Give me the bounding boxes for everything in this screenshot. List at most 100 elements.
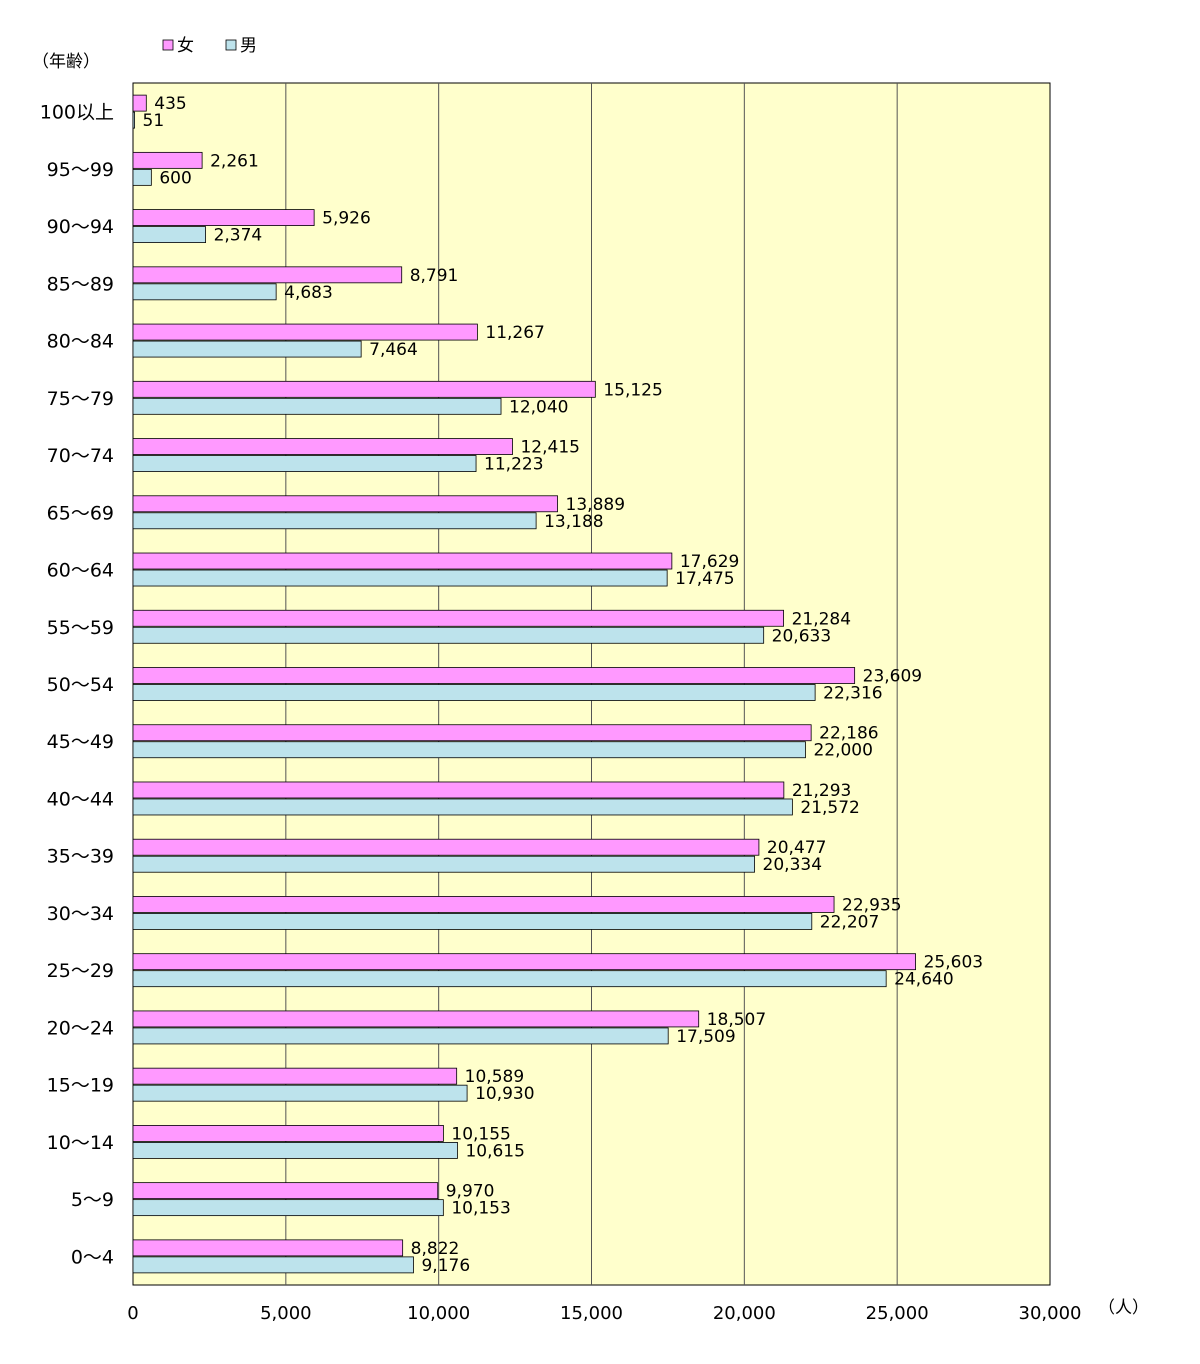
bar-female (132, 380, 596, 398)
bar-male (132, 111, 135, 129)
bar-female (132, 1182, 439, 1200)
value-label-male: 13,188 (544, 512, 603, 532)
bar-female (132, 609, 784, 627)
value-label-female: 20,477 (767, 838, 826, 858)
value-label-male: 600 (159, 168, 191, 188)
value-label-female: 10,155 (451, 1124, 510, 1144)
bar-female (132, 953, 916, 971)
legend-label-male: 男 (240, 36, 257, 56)
category-label: 65～69 (47, 502, 114, 524)
category-label: 85～89 (47, 273, 114, 295)
value-label-male: 17,475 (675, 569, 734, 589)
x-tick-label: 5,000 (260, 1303, 312, 1324)
value-label-male: 9,176 (421, 1256, 470, 1276)
value-label-male: 22,000 (813, 741, 872, 761)
value-label-male: 10,153 (451, 1199, 510, 1219)
category-label: 100以上 (40, 102, 114, 124)
bar-male (132, 340, 362, 358)
x-tick-label: 0 (127, 1303, 138, 1324)
value-label-male: 11,223 (484, 455, 543, 475)
bar-female (132, 94, 147, 112)
value-label-female: 23,609 (863, 667, 922, 687)
value-label-female: 13,889 (566, 495, 625, 515)
x-tick-label: 20,000 (713, 1303, 776, 1324)
bar-female (132, 552, 673, 570)
value-label-female: 17,629 (680, 552, 739, 572)
bar-female (132, 266, 403, 284)
value-label-male: 4,683 (284, 283, 333, 303)
bar-male (132, 913, 813, 930)
bar-male (132, 397, 502, 415)
category-label: 80～84 (47, 331, 114, 353)
bar-male (132, 798, 793, 816)
bar-female (132, 724, 812, 742)
legend-swatch-female (162, 39, 174, 51)
bars (132, 94, 916, 1274)
bar-female (132, 781, 785, 799)
bar-male (132, 1084, 468, 1102)
value-label-male: 24,640 (894, 970, 953, 990)
value-label-female: 18,507 (707, 1010, 766, 1030)
bar-female (132, 495, 558, 513)
x-axis-unit: （人） (1098, 1298, 1149, 1318)
bar-female (132, 323, 478, 341)
category-label: 25～29 (47, 960, 114, 982)
value-label-female: 10,589 (465, 1067, 524, 1087)
bar-female (132, 1239, 404, 1257)
value-label-female: 8,822 (411, 1239, 460, 1259)
value-label-female: 2,261 (210, 151, 259, 171)
value-label-male: 2,374 (214, 226, 263, 246)
x-tick-label: 25,000 (866, 1303, 929, 1324)
legend-label-female: 女 (177, 36, 194, 56)
bar-female (132, 209, 315, 226)
bar-male (132, 741, 806, 759)
bar-female (132, 1125, 444, 1142)
bar-male (132, 626, 765, 644)
category-label: 10～14 (47, 1132, 114, 1154)
category-label: 20～24 (47, 1017, 114, 1039)
category-label: 55～59 (47, 617, 114, 639)
value-label-male: 51 (143, 111, 165, 131)
value-label-female: 22,935 (842, 895, 901, 915)
category-label: 15～19 (47, 1075, 114, 1097)
value-label-female: 435 (154, 94, 186, 114)
value-label-male: 12,040 (509, 397, 568, 417)
bar-male (132, 1199, 444, 1217)
bar-male (132, 1142, 458, 1159)
bar-male (132, 168, 152, 186)
value-label-female: 9,970 (446, 1182, 495, 1202)
value-label-male: 21,572 (800, 798, 859, 818)
value-label-female: 21,293 (792, 781, 851, 801)
legend: 女 男 (162, 36, 257, 56)
value-label-male: 20,334 (763, 855, 822, 875)
category-labels: 100以上 95～99 90～94 85～89 80～84 75～79 70～74 65～69… (40, 102, 114, 1269)
bar-male (132, 226, 206, 243)
category-label: 90～94 (47, 216, 114, 238)
value-label-female: 11,267 (485, 323, 544, 343)
category-label: 30～34 (47, 903, 114, 925)
category-label: 95～99 (47, 159, 114, 181)
bar-female (132, 1010, 700, 1028)
x-tick-label: 15,000 (560, 1303, 623, 1324)
value-label-male: 22,316 (823, 684, 882, 704)
value-label-male: 7,464 (369, 340, 418, 360)
value-label-male: 20,633 (772, 626, 831, 646)
legend-swatch-male (225, 39, 237, 51)
bar-male (132, 970, 887, 988)
category-label: 50～54 (47, 674, 114, 696)
bar-female (132, 438, 513, 455)
bar-female (132, 667, 856, 684)
bar-female (132, 151, 203, 169)
category-label: 70～74 (47, 445, 114, 467)
bar-male (132, 283, 277, 301)
category-label: 45～49 (47, 731, 114, 753)
value-label-male: 22,207 (820, 912, 879, 932)
x-tick-labels: 0 5,000 10,000 15,000 20,000 25,000 30,000 (127, 1303, 1081, 1324)
bar-female (132, 1067, 458, 1085)
value-label-female: 12,415 (520, 438, 579, 458)
bar-female (132, 838, 760, 856)
x-tick-label: 30,000 (1019, 1303, 1082, 1324)
category-label: 40～44 (47, 788, 114, 810)
